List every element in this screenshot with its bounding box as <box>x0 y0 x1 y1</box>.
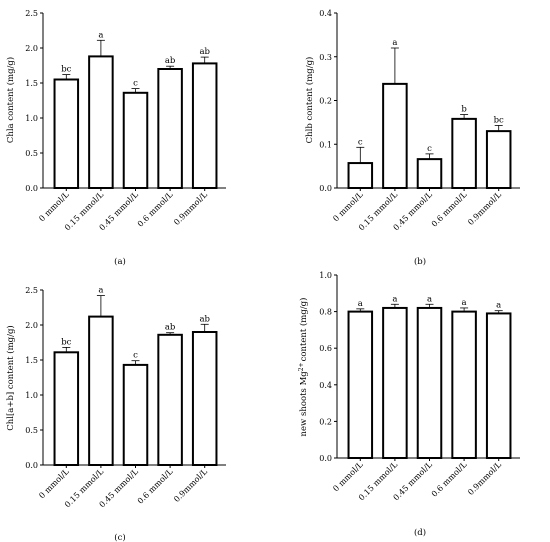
y-axis-label: Chl[a+b] content (mg/g) <box>5 325 16 431</box>
y-axis-label: Chla content (mg/g) <box>5 57 16 143</box>
y-tick-label: 0.0 <box>25 461 38 470</box>
x-tick-label: 0 mmol/L <box>37 467 71 501</box>
y-axis-label: Chlb content (mg/g) <box>304 57 315 144</box>
significance-label: c <box>133 79 138 89</box>
y-tick-label: 1.0 <box>25 114 38 123</box>
bar <box>382 82 408 189</box>
bar <box>53 351 80 466</box>
y-tick-label: 2.0 <box>25 321 38 330</box>
bar <box>191 62 218 189</box>
bar <box>485 312 512 459</box>
y-tick-label: 1.0 <box>319 271 332 280</box>
significance-label: a <box>358 299 363 309</box>
significance-label: c <box>358 137 363 147</box>
y-tick-label: 0.0 <box>319 184 332 193</box>
y-tick-label: 1.0 <box>25 391 38 400</box>
significance-label: c <box>427 144 432 154</box>
y-axis-label: new shoots Mg2+content (mg/g) <box>298 298 309 437</box>
y-tick-label: 0.6 <box>319 344 332 353</box>
significance-label: a <box>427 294 432 304</box>
significance-label: ab <box>165 56 176 66</box>
significance-label: c <box>133 351 138 361</box>
bar <box>157 68 183 189</box>
chart-panel-a: 0.0 0.5 1.0 1.5 2.0 2.5 Chla content (mg/g) bc 0… <box>5 9 226 267</box>
bar <box>53 78 80 189</box>
significance-label: a <box>98 286 103 296</box>
significance-label: a <box>392 294 397 304</box>
significance-label: a <box>462 298 467 308</box>
x-tick-label: 0.6 mmol/L <box>430 460 469 499</box>
y-tick-label: 0.2 <box>319 417 332 426</box>
chart-panel-b: 0.0 0.1 0.2 0.3 0.4 Chlb content (mg/g) c 0 mmo… <box>304 9 520 267</box>
significance-label: bc <box>61 65 71 75</box>
y-tick-label: 0.5 <box>25 149 38 158</box>
bar <box>122 363 149 466</box>
bar <box>485 130 512 189</box>
panel-label: (b) <box>414 256 426 267</box>
y-tick-label: 0.4 <box>319 9 332 18</box>
bar <box>347 310 374 459</box>
y-tick-label: 1.5 <box>25 79 38 88</box>
bar <box>88 55 114 190</box>
x-tick-label: 0.9mmol/L <box>172 467 209 504</box>
y-tick-label: 0.4 <box>319 381 332 390</box>
y-tick-label: 0.1 <box>319 140 332 149</box>
significance-label: b <box>461 105 467 115</box>
x-tick-label: 0.9mmol/L <box>466 460 503 497</box>
significance-label: ab <box>199 314 210 324</box>
x-tick-label: 0.6 mmol/L <box>136 467 175 506</box>
significance-label: a <box>496 301 501 311</box>
panel-label: (c) <box>114 532 125 542</box>
chart-panel-c: 0.0 0.5 1.0 1.5 2.0 2.5 Chl[a+b] content (mg/g… <box>5 286 226 542</box>
bar <box>191 331 218 466</box>
bar <box>416 306 443 459</box>
significance-label: ab <box>199 47 210 57</box>
x-tick-label: 0.9mmol/L <box>466 190 503 227</box>
significance-label: ab <box>165 323 176 333</box>
bar <box>157 333 183 466</box>
chart-panel-d: 0.0 0.2 0.4 0.6 0.8 1.0 new shoots Mg2+content… <box>298 271 520 538</box>
y-tick-label: 2.5 <box>25 9 38 18</box>
bar <box>451 117 477 189</box>
panel-label: (a) <box>114 256 126 267</box>
panel-label: (d) <box>414 527 426 538</box>
y-tick-label: 0.3 <box>319 53 332 62</box>
x-tick-label: 0.6 mmol/L <box>430 190 469 229</box>
bar <box>347 162 374 189</box>
significance-label: a <box>98 30 103 40</box>
y-tick-label: 0.2 <box>319 97 332 106</box>
bar <box>122 91 149 189</box>
y-tick-label: 1.5 <box>25 356 38 365</box>
y-tick-label: 2.0 <box>25 44 38 53</box>
x-tick-label: 0.6 mmol/L <box>136 190 175 229</box>
y-tick-label: 0.5 <box>25 426 38 435</box>
significance-label: a <box>392 38 397 48</box>
x-tick-label: 0 mmol/L <box>37 190 71 224</box>
bar <box>88 315 114 466</box>
x-tick-label: 0.9mmol/L <box>172 190 209 227</box>
bar <box>382 306 408 459</box>
bar <box>416 158 443 189</box>
significance-label: bc <box>494 115 504 125</box>
significance-label: bc <box>61 337 71 347</box>
y-tick-label: 0.0 <box>25 184 38 193</box>
x-tick-label: 0 mmol/L <box>331 460 365 494</box>
y-tick-label: 0.8 <box>319 308 332 317</box>
y-tick-label: 0.0 <box>319 454 332 463</box>
x-tick-label: 0 mmol/L <box>331 190 365 224</box>
y-tick-label: 2.5 <box>25 286 38 295</box>
bar <box>451 310 477 459</box>
